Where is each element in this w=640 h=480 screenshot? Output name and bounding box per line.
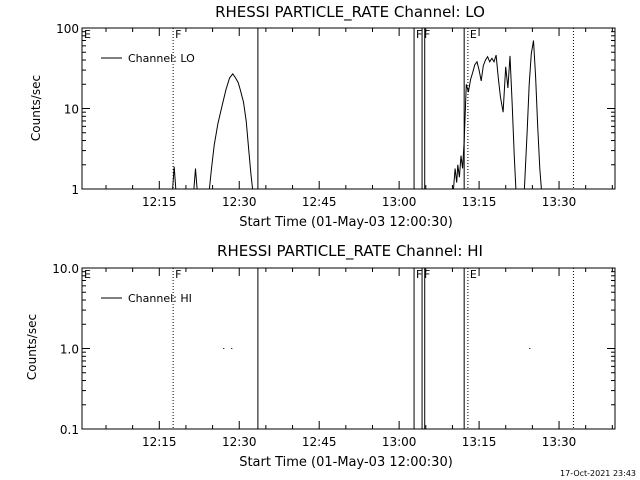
flag-label: E — [84, 28, 91, 41]
flag-label: F — [424, 28, 430, 41]
flag-label: F — [416, 268, 422, 281]
flag-label: F — [175, 268, 181, 281]
x-tick-label: 13:00 — [382, 195, 417, 209]
flag-label: E — [84, 268, 91, 281]
y-tick-label: 1 — [71, 183, 79, 197]
series-line-segment — [523, 40, 542, 190]
series-line-segment — [193, 168, 198, 190]
x-tick-label: 12:15 — [142, 195, 177, 209]
panel-lo-y-axis-label: Counts/sec — [29, 75, 43, 141]
y-tick-label: 1.0 — [60, 343, 79, 357]
panel-hi-plot-area: 0.1 1.0 10.0 12:15 12:30 12:45 13:00 13:15 13:30… — [52, 262, 616, 449]
series-line-segment — [208, 72, 254, 190]
panel-hi-title: RHESSI PARTICLE_RATE Channel: HI — [217, 242, 483, 261]
panel-hi: RHESSI PARTICLE_RATE Channel: HI Start T… — [25, 242, 616, 470]
y-tick-label: 100 — [56, 22, 79, 36]
legend-label: Channel: HI — [128, 292, 192, 305]
series-line-segment — [172, 166, 177, 190]
panel-lo: RHESSI PARTICLE_RATE Channel: LO Start T… — [29, 3, 616, 230]
flag-label: F — [175, 28, 181, 41]
flag-label: F — [416, 28, 422, 41]
x-tick-label: 12:15 — [142, 435, 177, 449]
y-tick-label: 10 — [64, 103, 79, 117]
x-tick-label: 12:45 — [302, 435, 337, 449]
x-tick-label: 13:15 — [462, 195, 497, 209]
panel-lo-x-axis-label: Start Time (01-May-03 12:00:30) — [239, 215, 453, 230]
x-tick-label: 13:00 — [382, 435, 417, 449]
x-tick-label: 13:30 — [542, 195, 577, 209]
x-tick-label: 12:45 — [302, 195, 337, 209]
panel-hi-x-axis-label: Start Time (01-May-03 12:00:30) — [239, 455, 453, 470]
x-tick-label: 12:30 — [222, 195, 257, 209]
legend-label: Channel: LO — [128, 52, 195, 65]
x-tick-label: 13:15 — [462, 435, 497, 449]
x-tick-label: 12:30 — [222, 435, 257, 449]
flag-label: F — [424, 268, 430, 281]
y-tick-label: 10.0 — [52, 262, 79, 276]
panel-hi-y-axis-label: Counts/sec — [25, 314, 39, 380]
footer-timestamp: 17-Oct-2021 23:43 — [560, 469, 636, 478]
panel-lo-title: RHESSI PARTICLE_RATE Channel: LO — [215, 3, 485, 22]
x-tick-label: 13:30 — [542, 435, 577, 449]
series-line-segment — [453, 54, 517, 190]
flag-label: E — [470, 268, 477, 281]
y-tick-label: 0.1 — [60, 423, 79, 437]
flag-label: E — [470, 28, 477, 41]
